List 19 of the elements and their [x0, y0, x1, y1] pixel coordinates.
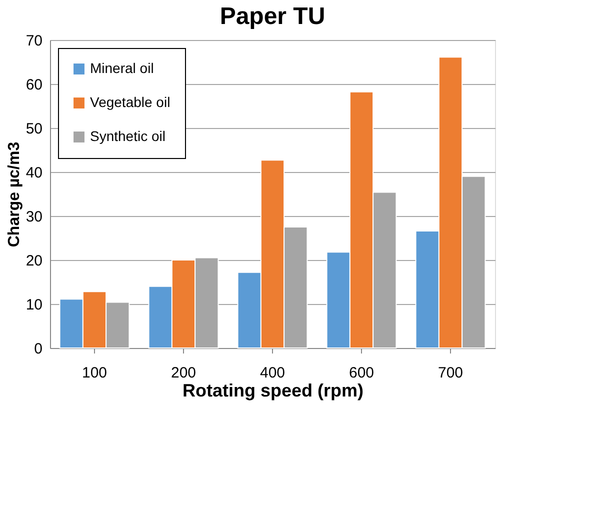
x-tick-label: 400	[260, 364, 286, 382]
y-tick-label: 40	[26, 164, 42, 182]
y-tick-label: 30	[26, 208, 42, 226]
x-tick-label: 200	[170, 364, 196, 382]
legend-label: Synthetic oil	[90, 128, 166, 144]
y-tick-label: 50	[26, 120, 42, 138]
y-axis-title: Charge µc/m3	[6, 142, 23, 248]
x-tick-label: 600	[348, 364, 374, 382]
y-tick-label: 10	[26, 296, 42, 314]
x-axis-title: Rotating speed (rpm)	[182, 380, 364, 400]
chart-title: Paper TU	[220, 3, 326, 30]
y-tick-label: 0	[34, 340, 42, 358]
y-tick-label: 70	[26, 32, 42, 50]
x-tick-label: 700	[438, 364, 464, 382]
y-tick-label: 60	[26, 76, 42, 94]
legend-label: Mineral oil	[90, 60, 154, 76]
legend-label: Vegetable oil	[90, 94, 170, 110]
x-tick-label: 100	[82, 364, 108, 382]
y-tick-label: 20	[26, 252, 42, 270]
